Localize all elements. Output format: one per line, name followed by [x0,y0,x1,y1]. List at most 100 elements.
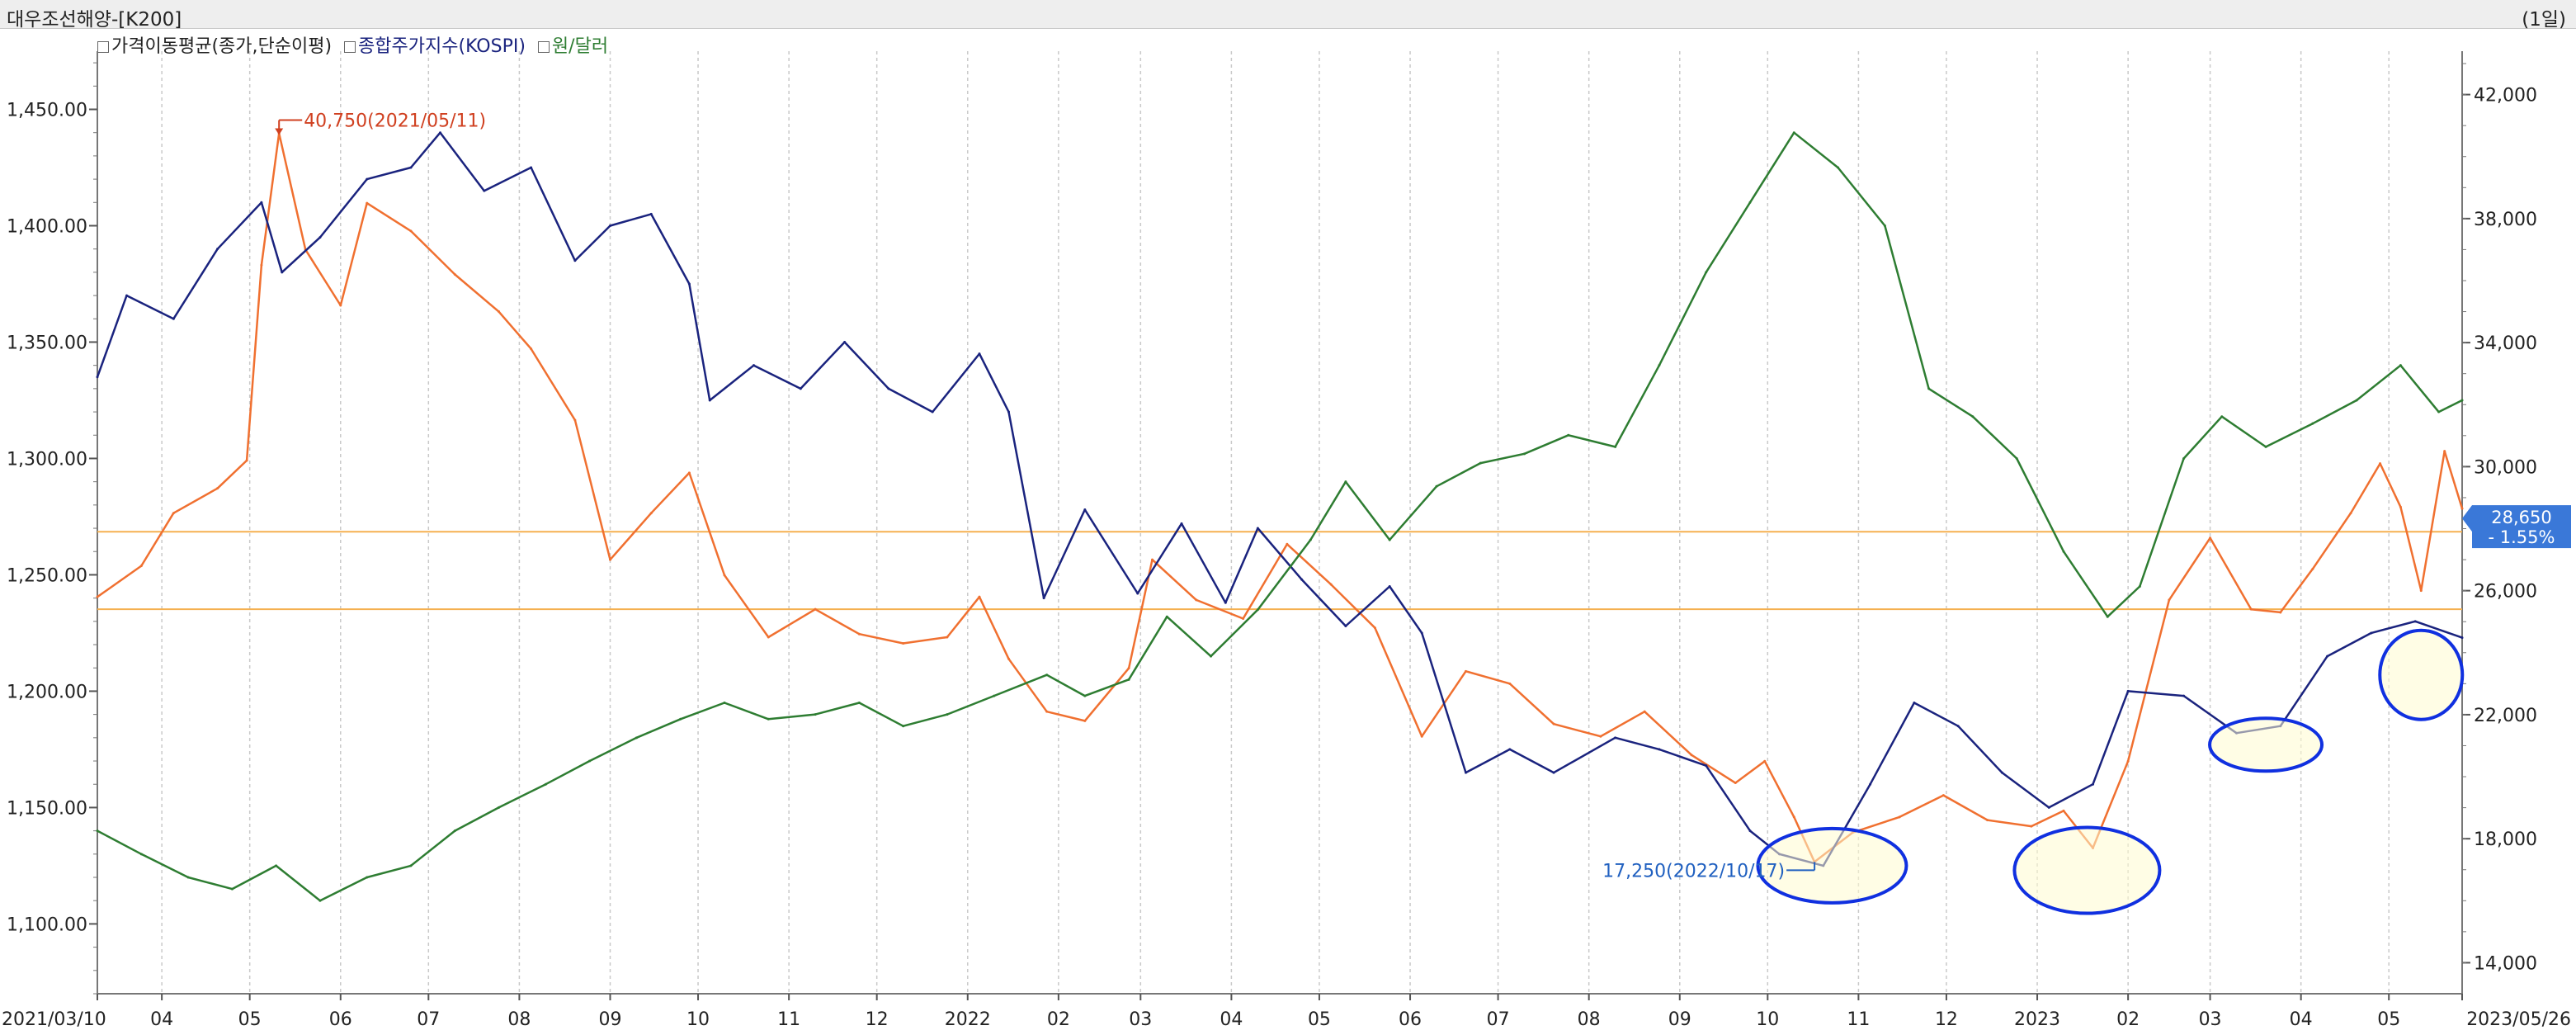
data-point [2460,636,2464,640]
x-tick-label: 11 [777,1009,800,1030]
data-point [1837,166,1840,169]
data-point [1986,819,1989,822]
data-point [125,294,129,297]
period-label[interactable]: (1일) [2522,9,2566,31]
data-point [1136,592,1139,595]
x-tick-label: 12 [866,1009,889,1030]
data-point [1045,710,1049,713]
data-point [946,713,949,716]
data-point [409,229,413,233]
right-tick-label: 22,000 [2474,706,2537,726]
data-point [1127,678,1130,681]
data-point [799,387,802,390]
data-point [1195,598,1198,602]
data-point [978,352,981,356]
data-point [1552,722,1555,725]
data-point [544,782,547,786]
data-point [453,829,456,833]
data-point [2062,809,2065,812]
data-point [2047,806,2050,809]
x-tick-label: 08 [507,1009,531,1030]
legend-label-krw-usd: 원/달러 [551,36,609,57]
x-tick-label: 09 [598,1009,621,1030]
left-tick-label: 1,400.00 [7,216,87,237]
data-point [1300,578,1304,581]
data-point [530,166,533,169]
legend-item-krw-usd[interactable]: 원/달러 [537,36,609,57]
x-tick-label: 04 [1220,1009,1243,1030]
checkbox-icon [537,41,550,53]
data-point [2355,399,2358,402]
data-point [2220,415,2224,418]
chart-title: 대우조선해양-[K200] [7,9,182,31]
data-point [679,717,682,721]
data-point [857,702,861,705]
data-point [2249,607,2253,611]
low-annotation: 17,250(2022/10/17) [1602,861,1785,881]
data-point [172,512,175,515]
legend-item-kospi[interactable]: 종합주가지수(KOSPI) [344,36,526,57]
data-point [216,248,219,251]
legend-item-ma[interactable]: 가격이동평균(종가,단순이평) [97,36,332,57]
legend-label-kospi: 종합주가지수(KOSPI) [358,36,526,57]
x-tick-label: 08 [1578,1009,1601,1030]
right-tick-label: 38,000 [2474,210,2537,230]
data-point [649,512,653,515]
left-tick-label: 1,100.00 [7,914,87,935]
x-tick-label: 02 [2116,1009,2140,1030]
data-point [635,736,638,740]
data-point [1210,655,1213,658]
data-point [281,271,284,274]
data-point [2062,550,2065,553]
x-tick-label: 04 [2290,1009,2313,1030]
data-point [723,702,726,705]
data-point [814,607,817,611]
data-point [1883,224,1886,227]
current-price-change: - 1.55% [2489,527,2555,547]
data-point [1344,624,1347,627]
data-point [1388,538,1391,541]
data-point [1941,794,1945,797]
data-point [1329,583,1333,586]
data-point [1523,452,1526,456]
data-point [1552,771,1555,774]
data-point [2326,655,2329,658]
data-point [2443,450,2446,453]
data-point [186,876,190,879]
data-point [1007,410,1010,414]
data-point [1508,682,1512,685]
data-point [1869,782,1872,786]
data-point [366,201,369,205]
data-point [230,887,234,891]
data-point [573,259,577,262]
data-point [2168,598,2171,602]
data-point [1242,617,1245,620]
data-point [2379,462,2382,466]
x-tick-label: 07 [1487,1009,1510,1030]
checkbox-icon [344,41,356,53]
data-point [1465,669,1468,673]
data-point [1690,754,1693,757]
x-tick-label: 2022 [945,1009,991,1030]
highlight-ellipse [1756,826,1908,905]
data-point [483,189,486,192]
data-point [978,595,981,598]
current-price-value: 28,650 [2491,508,2551,527]
data-point [1898,815,1901,819]
data-point [843,340,847,343]
high-annotation: 40,750(2021/05/11) [304,111,486,132]
data-point [1344,480,1347,484]
data-point [1734,782,1737,785]
data-point [1309,538,1312,541]
data-point [2370,631,2373,635]
data-point [1388,585,1391,588]
data-point [753,364,756,367]
data-point [260,263,263,267]
data-point [2311,567,2314,570]
right-tick-label: 42,000 [2474,86,2537,106]
x-tick-label: 2021/03/10 [2,1009,106,1030]
x-tick-label: 2023 [2014,1009,2060,1030]
data-point [1658,748,1661,751]
data-point [1435,484,1438,488]
